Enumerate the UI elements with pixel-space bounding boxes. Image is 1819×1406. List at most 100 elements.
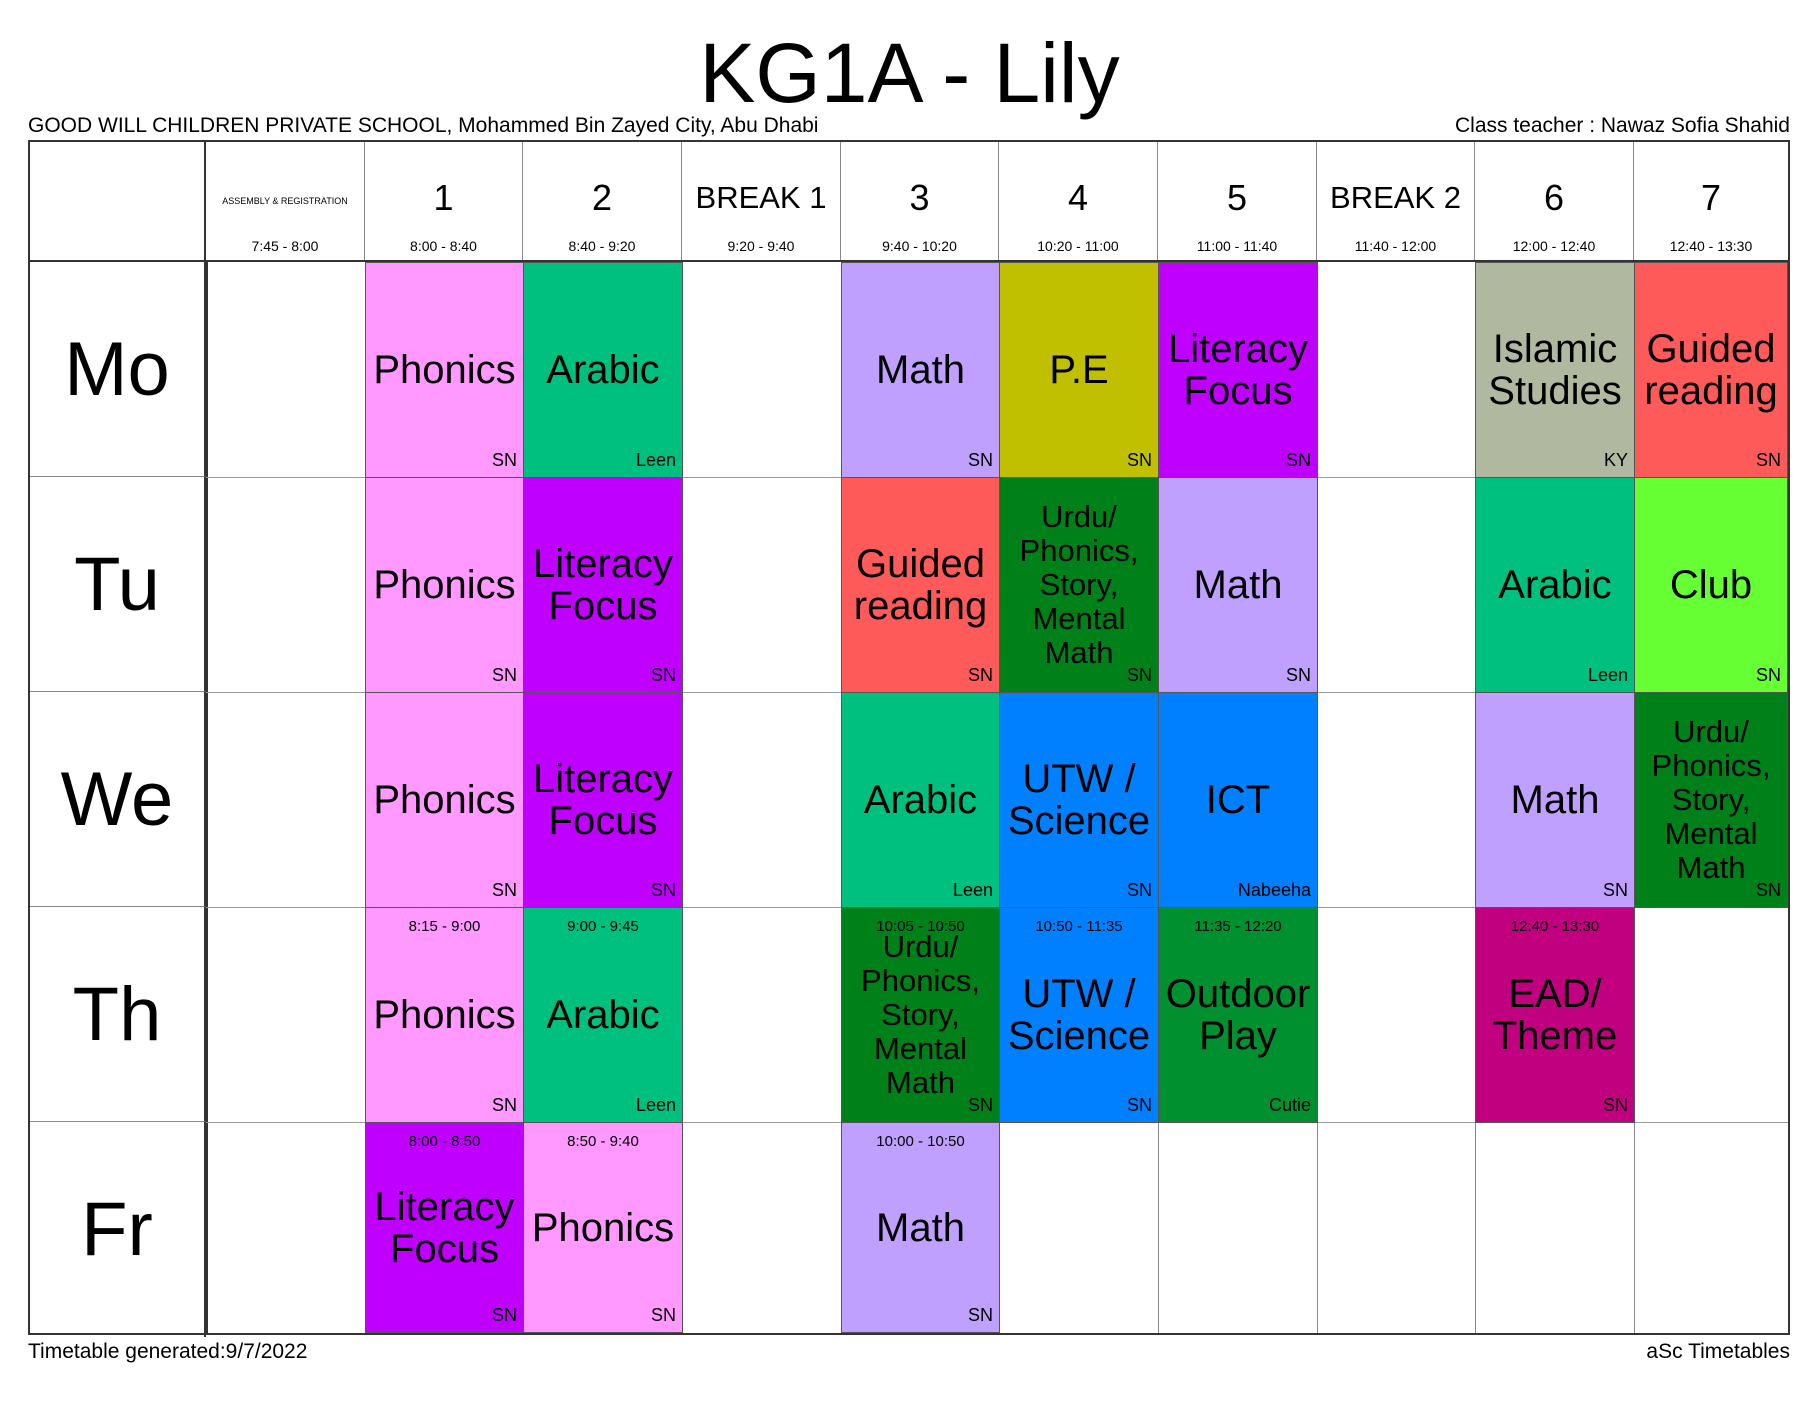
timetable-title: KG1A - Lily (699, 26, 1120, 120)
lesson-time: 8:50 - 9:40 (567, 1133, 639, 1150)
header-corner (30, 142, 206, 262)
lesson-cell[interactable]: 10:50 - 11:35 UTW / Science SN (999, 907, 1159, 1123)
lesson-cell[interactable]: Math SN (1475, 692, 1635, 908)
lesson-cell[interactable]: Islamic Studies KY (1475, 262, 1635, 478)
lesson-subject: Literacy Focus (1167, 327, 1309, 413)
lesson-teacher: SN (967, 1095, 993, 1115)
day-label-thursday: Th (30, 907, 206, 1122)
col-time: 8:00 - 8:40 (410, 238, 477, 254)
col-label: 2 (591, 177, 613, 218)
grid-line (206, 262, 208, 1333)
lesson-cell[interactable]: 10:05 - 10:50 Urdu/ Phonics, Story, Ment… (841, 907, 1000, 1123)
generated-date: Timetable generated:9/7/2022 (28, 1340, 308, 1363)
col-time: 12:00 - 12:40 (1512, 238, 1596, 254)
lesson-teacher: SN (650, 1305, 676, 1325)
col-time: 10:20 - 11:00 (1037, 238, 1119, 254)
lesson-subject: ICT (1205, 778, 1271, 822)
col-time: 11:40 - 12:00 (1354, 238, 1437, 254)
col-time: 8:40 - 9:20 (568, 238, 636, 254)
lesson-cell[interactable]: Club SN (1634, 477, 1788, 693)
lesson-time: 8:00 - 8:50 (408, 1133, 481, 1150)
lesson-teacher: SN (1285, 450, 1311, 470)
col-time: 9:20 - 9:40 (727, 238, 795, 254)
lesson-subject: Urdu/ Phonics, Story, Mental Math (1019, 499, 1139, 670)
lesson-time: 10:00 - 10:50 (876, 1133, 965, 1150)
lesson-subject: Arabic (863, 778, 978, 822)
day-label-wednesday: We (30, 692, 206, 907)
day-label-friday: Fr (30, 1122, 206, 1337)
lesson-cell[interactable]: UTW / Science SN (999, 692, 1159, 908)
lesson-cell[interactable]: 8:00 - 8:50 Literacy Focus SN (365, 1122, 524, 1333)
lesson-cell[interactable]: Urdu/ Phonics, Story, Mental Math SN (999, 477, 1159, 693)
lesson-teacher: SN (491, 665, 517, 685)
brand-label: aSc Timetables (1646, 1340, 1790, 1363)
lesson-cell[interactable]: Math SN (841, 262, 1000, 478)
lesson-teacher: SN (1126, 1095, 1152, 1115)
lesson-teacher: SN (1285, 665, 1311, 685)
col-label: BREAK 2 (1330, 180, 1461, 215)
lesson-subject: Outdoor Play (1165, 972, 1311, 1058)
lesson-teacher: Leen (952, 880, 993, 900)
day-label-monday: Mo (30, 262, 206, 477)
lesson-subject: Math (876, 348, 965, 392)
lesson-teacher: SN (967, 1305, 993, 1325)
col-label: ASSEMBLY & REGISTRATION (222, 196, 348, 206)
lesson-subject: Arabic (546, 348, 660, 392)
lesson-cell[interactable]: 9:00 - 9:45 Arabic Leen (523, 907, 683, 1123)
col-label: 5 (1226, 177, 1248, 218)
school-name: GOOD WILL CHILDREN PRIVATE SCHOOL, Moham… (28, 114, 819, 137)
lesson-teacher: SN (1126, 665, 1152, 685)
lesson-teacher: SN (1126, 450, 1152, 470)
timetable-grid: ASSEMBLY & REGISTRATION 7:45 - 8:00 1 8:… (28, 140, 1790, 1337)
header-divider (30, 260, 1788, 262)
lesson-subject: Club (1669, 563, 1753, 607)
lesson-subject: EAD/ Theme (1492, 972, 1618, 1058)
lesson-teacher: SN (650, 880, 676, 900)
lesson-teacher: SN (491, 1095, 517, 1115)
lesson-cell[interactable]: Literacy Focus SN (523, 477, 683, 693)
lesson-cell[interactable]: Phonics SN (365, 477, 524, 693)
lesson-cell[interactable]: Urdu/ Phonics, Story, Mental Math SN (1634, 692, 1788, 908)
lesson-cell[interactable]: 10:00 - 10:50 Math SN (841, 1122, 1000, 1333)
lesson-subject: Phonics (373, 563, 516, 607)
lesson-cell[interactable]: 11:35 - 12:20 Outdoor Play Cutie (1158, 907, 1318, 1123)
lesson-time: 10:50 - 11:35 (1035, 918, 1123, 935)
lesson-teacher: SN (1755, 450, 1781, 470)
col-header-period-1: 1 8:00 - 8:40 (365, 142, 523, 262)
lesson-teacher: SN (1755, 665, 1781, 685)
lesson-subject: Arabic (546, 993, 660, 1037)
lesson-cell[interactable]: 12:40 - 13:30 EAD/ Theme SN (1475, 907, 1635, 1123)
lesson-cell[interactable]: Phonics SN (365, 262, 524, 478)
col-time: 7:45 - 8:00 (251, 238, 319, 254)
lesson-teacher: Leen (635, 450, 676, 470)
lesson-teacher: SN (1755, 880, 1781, 900)
lesson-cell[interactable]: Literacy Focus SN (523, 692, 683, 908)
col-header-assembly: ASSEMBLY & REGISTRATION 7:45 - 8:00 (206, 142, 365, 262)
lesson-cell[interactable]: Math SN (1158, 477, 1318, 693)
lesson-subject: Arabic (1498, 563, 1612, 607)
lesson-cell[interactable]: Guided reading SN (1634, 262, 1788, 478)
lesson-teacher: KY (1603, 450, 1628, 470)
lesson-cell[interactable]: ICT Nabeeha (1158, 692, 1318, 908)
lesson-teacher: SN (1602, 880, 1628, 900)
lesson-subject: P.E (1049, 348, 1109, 392)
class-teacher: Class teacher : Nawaz Sofia Shahid (1454, 114, 1790, 137)
lesson-teacher: SN (1126, 880, 1152, 900)
col-header-period-5: 5 11:00 - 11:40 (1158, 142, 1317, 262)
lesson-cell[interactable]: 8:50 - 9:40 Phonics SN (523, 1122, 683, 1333)
lesson-cell[interactable]: P.E SN (999, 262, 1159, 478)
lesson-subject: Literacy Focus (532, 542, 674, 628)
col-label: 1 (433, 177, 454, 218)
lesson-cell[interactable]: Phonics SN (365, 692, 524, 908)
lesson-cell[interactable]: Arabic Leen (1475, 477, 1635, 693)
lesson-cell[interactable]: Literacy Focus SN (1158, 262, 1318, 478)
lesson-teacher: SN (967, 665, 993, 685)
lesson-cell[interactable]: Arabic Leen (841, 692, 1000, 908)
lesson-time: 10:05 - 10:50 (876, 918, 965, 935)
lesson-teacher: Leen (635, 1095, 676, 1115)
lesson-cell[interactable]: Arabic Leen (523, 262, 683, 478)
lesson-cell[interactable]: Guided reading SN (841, 477, 1000, 693)
lesson-subject: Math (1193, 563, 1283, 607)
lesson-cell[interactable]: 8:15 - 9:00 Phonics SN (365, 907, 524, 1123)
col-time: 11:00 - 11:40 (1196, 238, 1278, 254)
